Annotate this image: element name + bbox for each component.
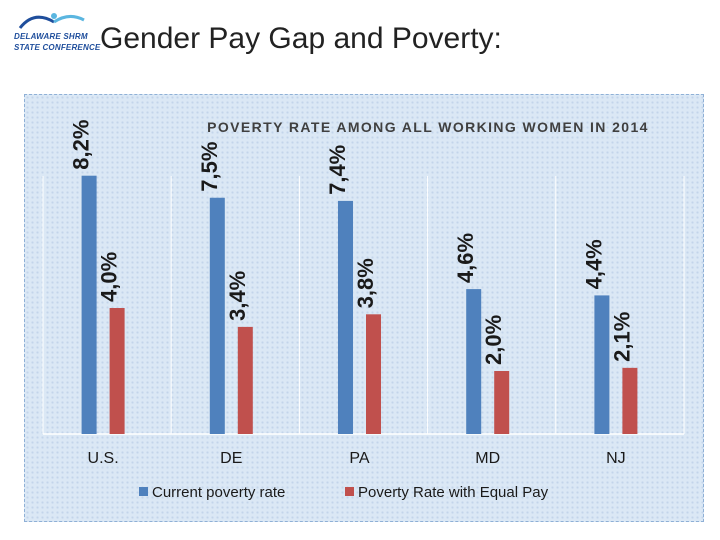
logo-text-line-2: STATE CONFERENCE [14,43,101,52]
category-label: NJ [606,450,626,467]
data-label: 2,1% [609,312,634,362]
bar-equal-pay-nj [622,367,638,434]
category-label: MD [475,450,500,467]
bar-equal-pay-de [237,326,253,434]
bar-equal-pay-us [109,308,125,434]
bar-current-de [209,197,225,434]
bar-current-md [466,289,482,434]
logo: DELAWARE SHRM STATE CONFERENCE [14,8,101,60]
data-label: 4,4% [581,239,606,289]
category-label: U.S. [88,450,119,467]
chart-panel [24,94,704,522]
category-label: PA [349,450,369,467]
category-label: DE [220,450,242,467]
logo-text-line-1: DELAWARE SHRM [14,32,88,41]
bar-equal-pay-md [494,371,510,434]
legend-swatch-equal-pay [345,487,354,496]
bar-current-us [81,175,97,434]
logo-swoosh-icon [18,13,85,29]
data-label: 7,4% [325,145,350,195]
bar-current-pa [338,200,353,434]
chart-title: POVERTY RATE AMONG ALL WORKING WOMEN IN … [207,119,649,135]
bar-equal-pay-pa [366,314,381,434]
bar-current-nj [594,295,610,434]
data-label: 3,8% [353,258,378,308]
data-label: 8,2% [69,120,94,170]
data-label: 3,4% [225,271,250,321]
data-label: 4,0% [97,252,122,302]
legend-swatch-current [139,487,148,496]
data-label: 4,6% [453,233,478,283]
legend-label-equal-pay: Poverty Rate with Equal Pay [358,484,549,501]
data-label: 2,0% [481,315,506,365]
legend-label-current: Current poverty rate [152,484,285,501]
page-title: Gender Pay Gap and Poverty: [100,22,502,55]
data-label: 7,5% [197,142,222,192]
